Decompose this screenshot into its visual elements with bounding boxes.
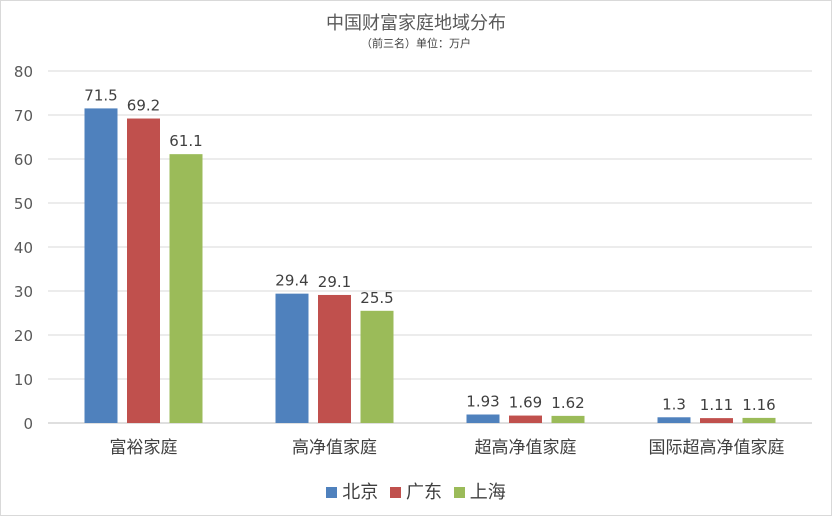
- chart-title: 中国财富家庭地域分布: [326, 13, 506, 34]
- legend-swatch-shanghai: [453, 487, 465, 498]
- data-label: 69.2: [127, 97, 160, 115]
- legend-label-shanghai: 上海: [469, 482, 506, 503]
- data-label: 1.11: [700, 396, 733, 414]
- x-tick-label: 国际超高净值家庭: [649, 438, 785, 458]
- bar: [551, 415, 585, 423]
- data-label: 1.16: [742, 396, 775, 414]
- bar: [700, 418, 733, 423]
- x-tick-label: 富裕家庭: [110, 438, 178, 458]
- chart-subtitle: （前三名）单位：万户: [361, 37, 471, 50]
- y-tick-label: 70: [14, 107, 33, 125]
- legend-item-shanghai: 上海: [453, 478, 506, 504]
- x-tick-label: 高净值家庭: [292, 438, 377, 458]
- data-label: 1.69: [509, 394, 542, 412]
- x-tick-label: 超高净值家庭: [475, 438, 577, 458]
- bar: [466, 414, 500, 423]
- data-label: 1.3: [662, 395, 686, 413]
- bar: [509, 415, 542, 423]
- bar: [360, 310, 394, 423]
- data-label: 1.93: [466, 393, 499, 411]
- bar: [657, 417, 691, 423]
- y-tick-label: 10: [14, 371, 33, 389]
- y-tick-label: 50: [14, 195, 33, 213]
- data-label: 61.1: [169, 132, 202, 150]
- data-label: 29.4: [275, 272, 308, 290]
- y-tick-label: 80: [14, 63, 33, 81]
- data-label: 1.62: [551, 394, 584, 412]
- y-tick-label: 30: [14, 283, 33, 301]
- legend-swatch-guangdong: [390, 487, 401, 498]
- bar: [127, 118, 160, 424]
- bar: [169, 154, 203, 423]
- y-tick-label: 0: [23, 415, 33, 433]
- legend: 北京 广东 上海: [0, 478, 832, 504]
- bar: [742, 417, 776, 423]
- legend-item-guangdong: 广东: [390, 478, 442, 504]
- bar: [84, 108, 118, 424]
- data-label: 25.5: [360, 289, 393, 307]
- legend-label-beijing: 北京: [342, 482, 379, 503]
- y-tick-label: 60: [14, 151, 33, 169]
- bar: [318, 294, 351, 423]
- data-label: 29.1: [318, 273, 351, 291]
- y-tick-label: 20: [14, 327, 33, 345]
- data-label: 71.5: [84, 86, 117, 104]
- legend-label-guangdong: 广东: [406, 482, 442, 503]
- bar: [275, 293, 309, 423]
- legend-swatch-beijing: [326, 487, 338, 498]
- y-tick-label: 40: [14, 239, 33, 257]
- legend-item-beijing: 北京: [326, 478, 378, 504]
